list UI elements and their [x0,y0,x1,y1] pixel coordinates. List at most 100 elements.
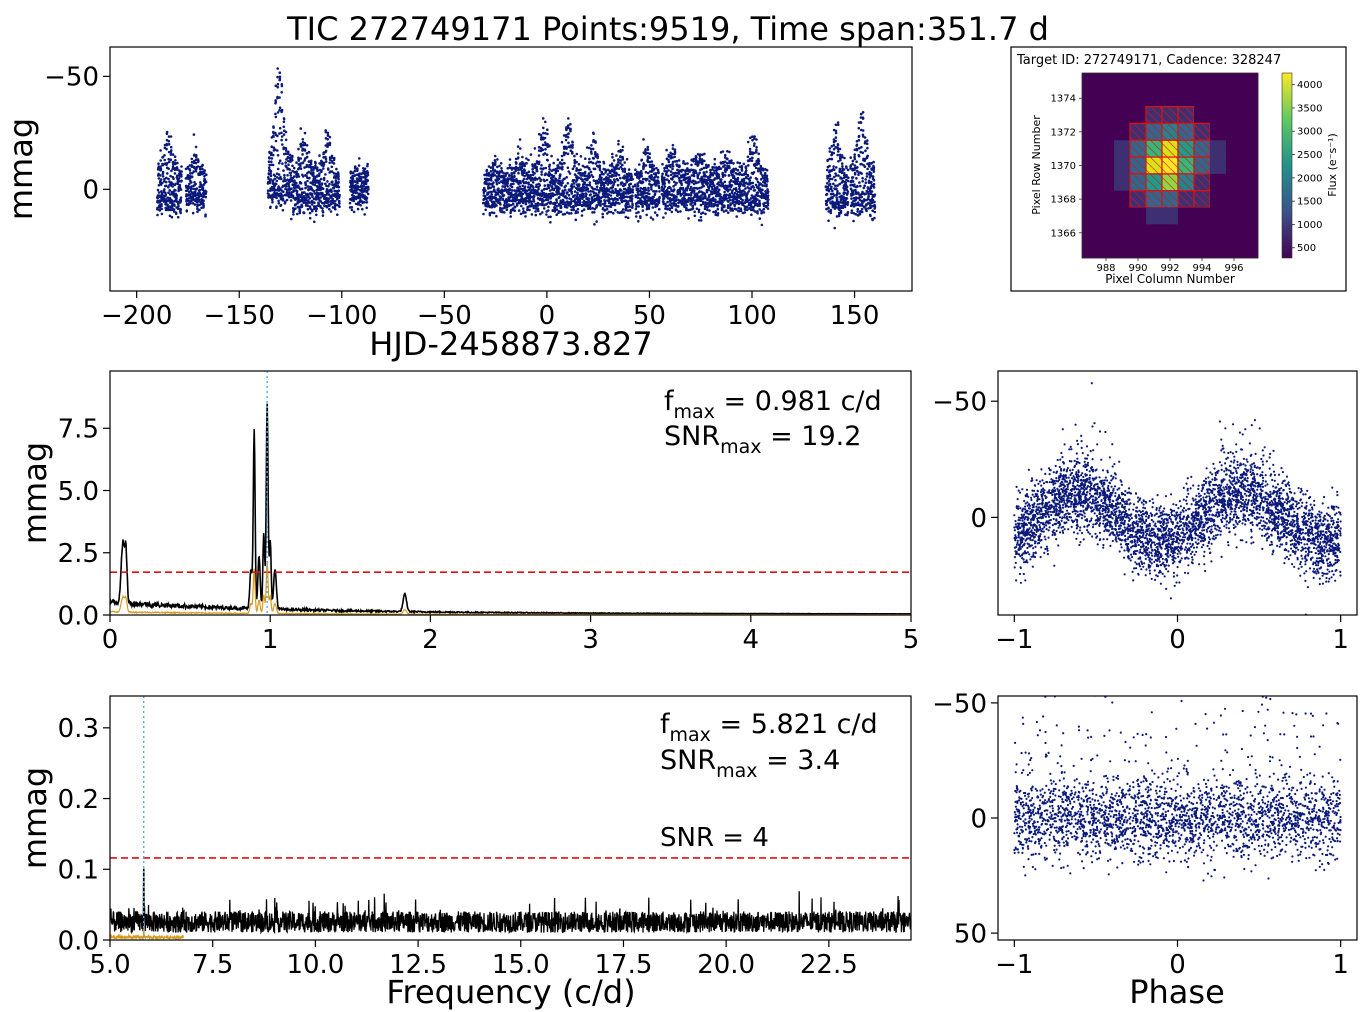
tpf-heatmap [1082,73,1259,259]
phase-fold-1-xtick-label: 0 [1169,625,1186,655]
tpf-xtick-label: 988 [1096,263,1115,274]
periodogram-high-ytick-label: 0.0 [58,926,99,956]
tpf-pixel [1242,241,1259,259]
tpf-pixel [1210,106,1227,124]
tpf-pixel [1098,89,1115,108]
lightcurve-xtick-label: −100 [306,301,377,331]
tpf-aperture-pixel [1129,173,1147,192]
lightcurve-xtick-label: −150 [204,301,275,331]
tpf-pixel [1114,89,1131,108]
tpf-colorbar-tick-label: 1500 [1297,197,1322,208]
tpf-pixel [1114,140,1131,158]
tpf-pixel [1146,73,1163,91]
tpf-pixel [1242,207,1259,225]
tpf-pixel [1098,190,1115,208]
tpf-aperture-pixel [1145,106,1163,125]
tpf-pixel [1130,207,1147,225]
tpf-pixel [1114,123,1131,141]
tpf-pixel [1146,241,1163,259]
tpf-colorbar-tick-label: 500 [1297,243,1316,254]
tpf-aperture-pixel [1129,190,1147,209]
periodogram-low-xtick-label: 3 [582,625,599,655]
periodogram-low-axes: 0 1 2 3 4 5 0.0 2.5 5.0 7.5 [58,415,920,655]
tpf-xtick-label: 994 [1192,263,1211,274]
tpf-colorbar-tick-label: 1000 [1297,220,1322,231]
tpf-pixel [1242,173,1259,192]
tpf-ytick-label: 1372 [1051,127,1076,138]
lightcurve-ytick-label: −50 [44,63,99,93]
figure-title: TIC 272749171 Points:9519, Time span:351… [286,10,1049,48]
tpf-aperture-pixel [1161,190,1179,209]
tpf-aperture-pixel [1177,173,1195,192]
tpf-colorbar-ticks: 500 1000 1500 2000 2500 3000 3500 4000 [1292,80,1322,254]
tpf-pixel [1178,73,1195,91]
tpf-pixel [1242,89,1259,108]
tpf-aperture-pixel [1161,122,1179,141]
periodogram-high-xtick-label: 7.5 [192,950,233,980]
tpf-aperture-pixel [1129,139,1147,158]
lightcurve-ytick-label: 0 [82,176,99,206]
tpf-pixel [1130,224,1147,242]
tpf-pixel [1210,123,1227,141]
tpf-aperture-pixel [1145,156,1163,175]
tpf-aperture-pixel [1161,139,1179,158]
tpf-aperture-pixel [1177,139,1195,158]
tpf-pixel [1194,73,1211,91]
tpf-pixel [1114,224,1131,242]
tpf-pixel [1242,106,1259,124]
tpf-pixel [1082,140,1099,158]
phase-fold-2-xtick-label: 1 [1332,950,1349,980]
tpf-aperture-pixel [1177,156,1195,175]
periodogram-high-panel: 5.0 7.5 10.0 12.5 15.0 17.5 20.0 22.5 0.0 0.1 0.2 0… [16,695,912,1011]
tpf-pixel [1226,190,1243,208]
tpf-pixel [1210,140,1227,158]
tpf-pixel [1098,224,1115,242]
tpf-pixel [1082,89,1099,108]
tpf-pixel [1162,241,1179,259]
tpf-pixel [1098,173,1115,192]
tpf-aperture-pixel [1193,122,1211,141]
lightcurve-xtick-label: 50 [633,301,666,331]
tpf-colorbar-tick-label: 3000 [1297,127,1322,138]
tpf-pixel [1242,140,1259,158]
tpf-pixel [1130,73,1147,91]
tpf-pixel [1082,157,1099,175]
tpf-pixel [1194,241,1211,259]
tpf-pixel [1146,224,1163,242]
phase-fold-2-xtick-label: −1 [995,950,1033,980]
tpf-pixel [1178,207,1195,225]
tpf-aperture-pixel [1129,122,1147,141]
tpf-xtick-label: 992 [1160,263,1179,274]
tpf-pixel [1114,207,1131,225]
tpf-colorbar-tick-label: 3500 [1297,103,1322,114]
tpf-ytick-label: 1368 [1051,195,1076,206]
tpf-pixel [1210,190,1227,208]
tpf-colorbar-tick-label: 2500 [1297,150,1322,161]
tpf-ytick-label: 1374 [1051,94,1076,105]
periodogram-low-xtick-label: 0 [102,625,119,655]
phase-fold-2-ytick-label: 50 [954,919,987,949]
tpf-xtick-label: 990 [1128,263,1147,274]
tpf-xtick-label: 996 [1224,263,1243,274]
phase-fold-2-points [1013,696,1342,882]
lightcurve-xlabel: HJD-2458873.827 [369,325,652,363]
phase-fold-2-axes: −1 0 1 −50 0 50 [932,689,1349,980]
tpf-pixel [1178,241,1195,259]
tpf-aperture-pixel [1177,106,1195,125]
periodogram-high-ytick-label: 0.2 [58,785,99,815]
phase-fold-1-series [1013,382,1342,615]
tpf-pixel [1114,106,1131,124]
tpf-colorbar-tick-label: 4000 [1297,80,1322,91]
tpf-pixel [1210,73,1227,91]
tpf-pixel [1242,157,1259,175]
phase-fold-1-points [1013,382,1342,615]
phase-fold-2-panel: −1 0 1 −50 0 50 Phase [932,689,1358,1011]
tpf-pixel [1210,173,1227,192]
lightcurve-ylabel: mmag [2,118,40,220]
periodogram-high-xtick-label: 12.5 [389,950,447,980]
tpf-pixel [1178,224,1195,242]
lightcurve-xtick-label: −50 [417,301,472,331]
tpf-aperture-pixel [1177,122,1195,141]
periodogram-low-ytick-label: 2.5 [58,539,99,569]
